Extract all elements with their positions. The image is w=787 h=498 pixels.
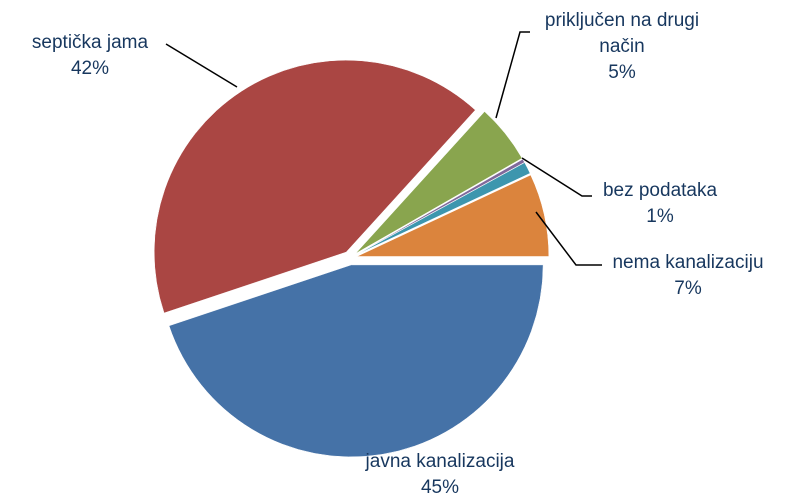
- category-label: javna kanalizacija: [365, 451, 515, 472]
- leader-line: [535, 211, 602, 266]
- value-label: 1%: [646, 206, 674, 227]
- category-label: priključen na drugi način: [544, 10, 700, 57]
- slice-label: nema kanalizaciju 7%: [598, 250, 778, 302]
- category-label: bez podataka: [602, 180, 718, 201]
- slice-label: priključen na drugi način 5%: [522, 8, 722, 86]
- slice-label: javna kanalizacija 45%: [330, 449, 550, 498]
- pie-slice: [153, 59, 476, 314]
- value-label: 42%: [70, 58, 110, 79]
- category-label: nema kanalizaciju: [612, 252, 764, 273]
- pie-slice: [356, 162, 531, 256]
- slice-label: bez podataka 1%: [603, 178, 717, 230]
- value-label: 7%: [674, 278, 702, 299]
- value-label: 5%: [608, 62, 636, 83]
- value-label: 45%: [420, 477, 460, 498]
- leader-line: [165, 43, 238, 88]
- category-label: septička jama: [31, 32, 149, 53]
- pie-slice: [168, 264, 544, 458]
- pie-slice: [356, 174, 550, 257]
- slice-label: septička jama 42%: [32, 30, 148, 82]
- leader-line: [495, 31, 530, 119]
- leader-line: [521, 157, 592, 197]
